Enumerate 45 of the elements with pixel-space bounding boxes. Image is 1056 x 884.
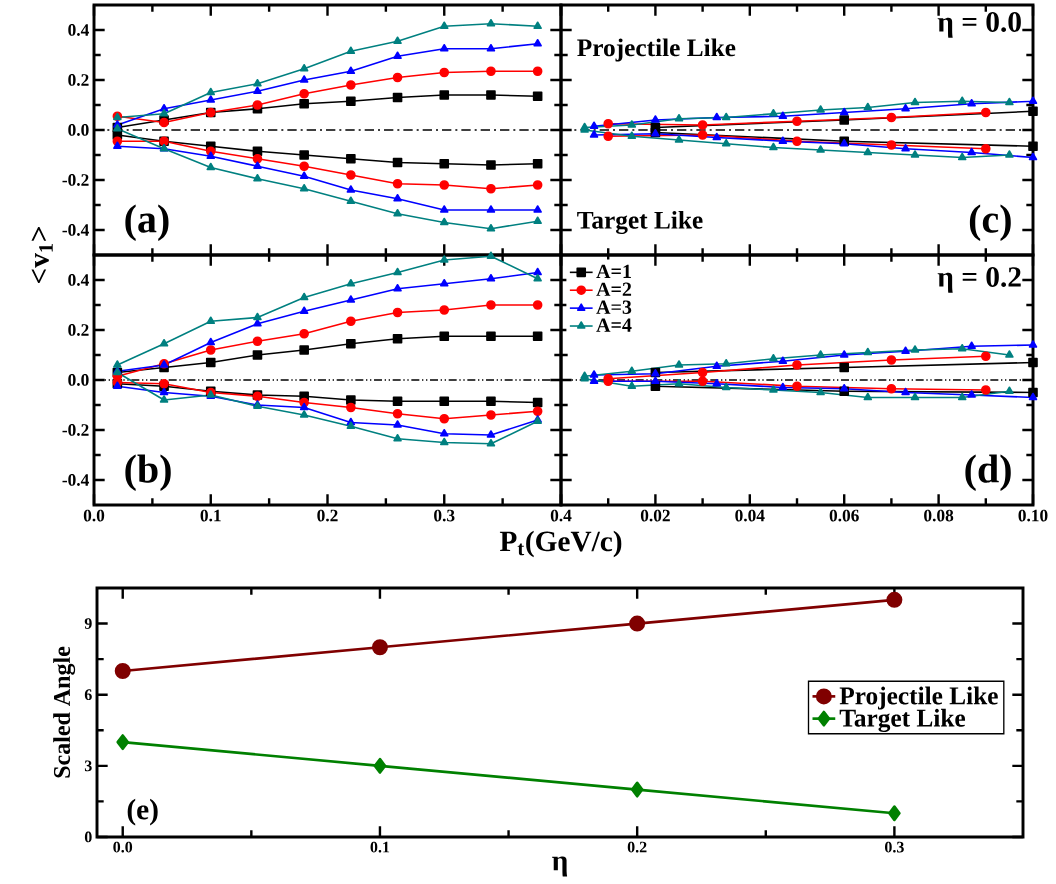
annotation: Projectile Like	[577, 38, 736, 62]
y-tick-label: 0	[84, 831, 92, 843]
x-tick-label: 0.10	[1018, 509, 1048, 522]
y-tick-label: -0.2	[62, 424, 89, 436]
legend-label: A=1	[596, 264, 631, 278]
annotation: (d)	[965, 454, 1011, 491]
y-axis-title: <v$_{1}$>	[31, 227, 53, 284]
y-tick-label: 0.0	[68, 124, 89, 136]
annotation: (c)	[969, 204, 1011, 241]
annotation: η = 0.2	[937, 267, 1021, 293]
annotation: (b)	[125, 454, 171, 491]
legend-label: A=3	[596, 300, 632, 314]
x-tick-label: 0.2	[317, 509, 338, 522]
annotation: (e)	[127, 798, 158, 826]
y-tick-label: 9	[84, 618, 92, 629]
annotation: (a)	[125, 204, 169, 241]
x-tick-label: 0.3	[434, 509, 455, 522]
legend-label: A=2	[596, 282, 632, 296]
x-tick-label: 0.3	[885, 841, 904, 853]
x-tick-label: 0.02	[640, 509, 670, 522]
y-tick-label: -0.2	[62, 174, 89, 186]
legend-label: A=4	[596, 318, 632, 332]
y-tick-label: -0.4	[62, 474, 89, 486]
y-tick-label: 6	[84, 689, 92, 701]
x-axis-title: P$_{t}$(GeV/c)	[499, 530, 622, 558]
x-tick-label: 0.04	[735, 509, 765, 522]
x-tick-label: 0.2	[627, 841, 647, 853]
x-tick-label: 0.1	[200, 509, 221, 522]
annotation: Target Like	[577, 210, 703, 235]
y-axis-title: Scaled Angle	[53, 646, 76, 778]
y-tick-label: 3	[84, 760, 92, 772]
annotation: η = 0.0	[937, 12, 1021, 38]
x-tick-label: 0.06	[829, 509, 859, 522]
x-axis-title: η	[552, 856, 568, 877]
y-tick-label: -0.4	[62, 224, 89, 236]
y-tick-label: 0.4	[68, 274, 89, 286]
y-tick-label: 0.4	[68, 24, 89, 36]
y-tick-label: 0.0	[68, 374, 89, 386]
x-tick-label: 0.08	[924, 509, 954, 522]
x-tick-label: 0.4	[550, 509, 572, 522]
x-tick-label: 0.0	[113, 841, 133, 853]
x-tick-label: 0.1	[370, 841, 390, 853]
y-tick-label: 0.2	[68, 324, 89, 336]
y-tick-label: 0.2	[68, 74, 89, 86]
legend-label: Target Like	[839, 708, 966, 732]
